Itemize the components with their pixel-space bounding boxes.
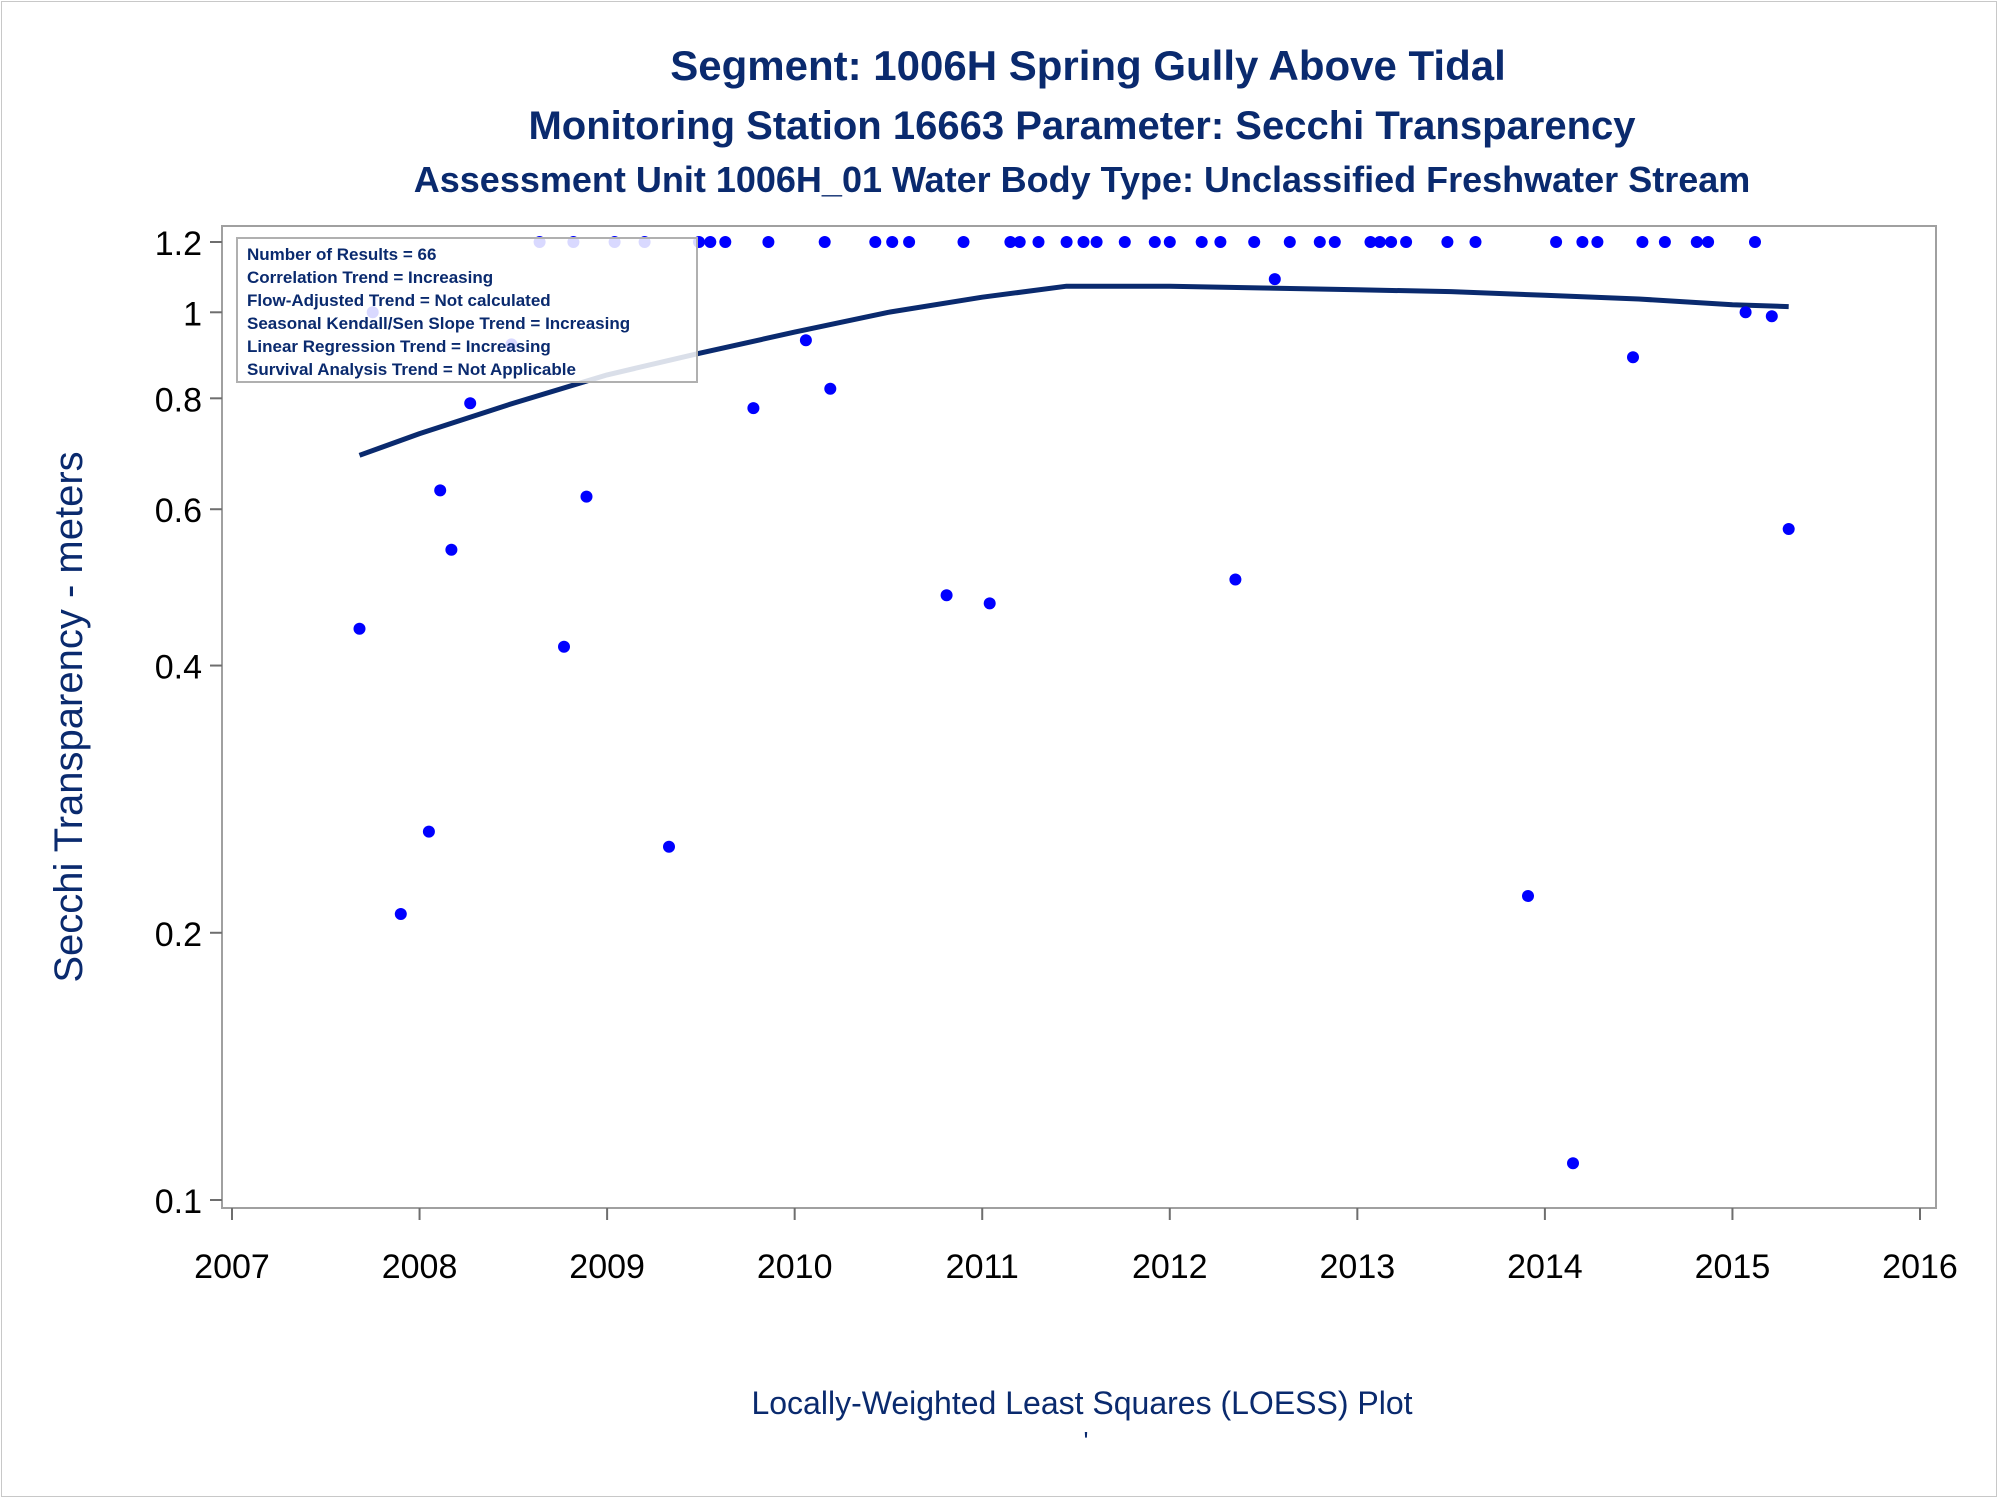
- y-tick-label: 0.8: [155, 381, 202, 419]
- data-point: [957, 236, 970, 248]
- data-point: [663, 840, 675, 853]
- data-point: [1077, 236, 1090, 248]
- chart-footnote: Locally-Weighted Least Squares (LOESS) P…: [751, 1385, 1412, 1421]
- data-point: [1591, 236, 1604, 248]
- x-tick-label: 2008: [382, 1248, 458, 1286]
- data-point: [1567, 1157, 1579, 1170]
- data-point: [824, 382, 837, 395]
- y-tick-label: 1: [183, 295, 202, 333]
- data-point: [1032, 236, 1045, 248]
- x-tick-label: 2013: [1320, 1248, 1396, 1286]
- data-point: [1364, 236, 1377, 248]
- data-point: [1765, 310, 1778, 323]
- data-point: [940, 589, 953, 602]
- data-point: [1658, 236, 1671, 248]
- data-point: [1268, 273, 1281, 286]
- data-point: [422, 825, 435, 838]
- y-tick-label: 0.2: [155, 916, 202, 954]
- chart-subtitle: Monitoring Station 16663 Parameter: Secc…: [528, 104, 1636, 148]
- plot-area: [221, 225, 1937, 1209]
- data-point: [580, 490, 593, 503]
- data-point: [1627, 351, 1639, 364]
- y-tick-label: 0.1: [155, 1183, 202, 1221]
- data-point: [983, 597, 996, 610]
- data-point: [1469, 236, 1482, 248]
- x-axis: 2007 2008 2009 2010 2011 2012 2013 2014 2015 2016: [194, 1208, 1958, 1286]
- data-point: [704, 236, 717, 248]
- data-point: [719, 236, 732, 248]
- y-tick-label: 1.2: [155, 225, 202, 263]
- legend-box: [236, 237, 698, 383]
- y-axis: 0.1 0.2 0.4 0.6 0.8 1 1.2: [155, 225, 222, 1221]
- data-point: [1400, 236, 1413, 248]
- data-point: [445, 543, 458, 556]
- data-point: [1118, 236, 1131, 248]
- data-point: [434, 484, 447, 497]
- data-point: [1522, 890, 1534, 902]
- y-axis-label: Secchi Transparency - meters: [47, 451, 91, 982]
- data-point: [353, 622, 366, 635]
- chart-title: Segment: 1006H Spring Gully Above Tidal: [670, 42, 1506, 89]
- legend-line: Number of Results = 66: [247, 245, 436, 264]
- x-tick-label: 2016: [1882, 1248, 1958, 1286]
- data-point: [1690, 236, 1703, 248]
- data-point: [1702, 236, 1715, 248]
- legend-line: Survival Analysis Trend = Not Applicable: [247, 360, 576, 379]
- data-point: [903, 236, 916, 248]
- data-point: [747, 402, 760, 415]
- data-point: [1550, 236, 1563, 248]
- x-tick-label: 2009: [569, 1248, 645, 1286]
- data-point: [1148, 236, 1161, 248]
- data-point: [1328, 236, 1341, 248]
- data-point: [818, 236, 831, 248]
- points-layer: [353, 236, 1795, 1170]
- data-point: [1163, 236, 1176, 248]
- data-point: [1090, 236, 1103, 248]
- data-point: [1013, 236, 1026, 248]
- data-point: [1195, 236, 1208, 248]
- x-tick-label: 2007: [194, 1248, 270, 1286]
- data-point: [869, 236, 882, 248]
- chart-footnote-2: ': [1084, 1426, 1089, 1456]
- legend-line: Linear Regression Trend = Increasing: [247, 337, 551, 356]
- x-tick-label: 2014: [1507, 1248, 1583, 1286]
- data-point: [1004, 236, 1017, 248]
- data-point: [1636, 236, 1649, 248]
- data-point: [1248, 236, 1261, 248]
- x-tick-label: 2011: [946, 1248, 1019, 1286]
- data-point: [799, 334, 812, 347]
- data-point: [1283, 236, 1296, 248]
- chart-subtitle-2: Assessment Unit 1006H_01 Water Body Type…: [414, 159, 1751, 200]
- legend: Number of Results = 66 Correlation Trend…: [236, 237, 698, 383]
- data-point: [1385, 236, 1398, 248]
- data-point: [1214, 236, 1227, 248]
- data-point: [1782, 523, 1795, 535]
- data-point: [1373, 236, 1386, 248]
- x-tick-label: 2012: [1132, 1248, 1208, 1286]
- data-point: [1060, 236, 1073, 248]
- data-point: [1313, 236, 1326, 248]
- x-tick-label: 2015: [1695, 1248, 1771, 1286]
- legend-line: Seasonal Kendall/Sen Slope Trend = Incre…: [247, 314, 630, 333]
- data-point: [1739, 306, 1752, 319]
- data-point: [1576, 236, 1589, 248]
- data-point: [558, 640, 570, 653]
- y-tick-label: 0.6: [155, 492, 202, 530]
- legend-line: Flow-Adjusted Trend = Not calculated: [247, 291, 551, 310]
- data-point: [464, 397, 477, 410]
- data-point: [762, 236, 775, 248]
- data-point: [1229, 573, 1242, 586]
- data-point: [886, 236, 899, 248]
- data-point: [1441, 236, 1454, 248]
- legend-line: Correlation Trend = Increasing: [247, 268, 493, 287]
- data-point: [394, 908, 407, 920]
- x-tick-label: 2010: [757, 1248, 833, 1286]
- y-tick-label: 0.4: [155, 649, 202, 687]
- data-point: [1749, 236, 1761, 248]
